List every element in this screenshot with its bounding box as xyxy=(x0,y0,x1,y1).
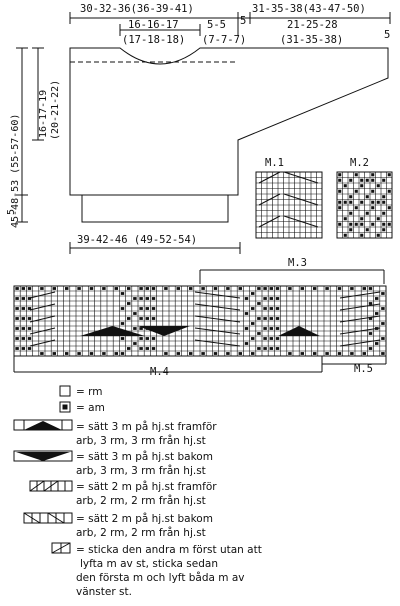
chart-m1-label: M.1 xyxy=(265,157,284,169)
chart-m4-label: M.4 xyxy=(150,366,169,378)
legend-tw-4: vänster st. xyxy=(76,586,132,598)
chart-large: M.3 M.4 M.5 xyxy=(13,257,387,378)
top-dimension-bar: 30-32-36(36-39-41) 5 31-35-38(43-47-50) … xyxy=(69,3,391,41)
rib-label: 5 xyxy=(6,209,17,215)
cable-2-front-icon xyxy=(29,480,73,492)
legend-c3f-1: = sätt 3 m på hj.st framför xyxy=(76,420,217,433)
legend-c2f-2: arb, 2 rm, 2 rm från hj.st xyxy=(76,494,206,507)
legend-am: = am xyxy=(76,402,105,414)
armhole-depth-label-2: (20-21-22) xyxy=(50,80,61,140)
legend-tw-3: den första m och lyft båda m av xyxy=(76,571,245,584)
twist-stitch-icon xyxy=(51,542,71,554)
chart-m3-label: M.3 xyxy=(288,257,307,269)
neck-width-label-2: (17-18-18) xyxy=(122,34,185,46)
chart-m1-grid xyxy=(255,171,323,239)
legend-c2b-2: arb, 2 rm, 2 rm från hj.st xyxy=(76,526,206,539)
shoulder-label-1: 5-5 xyxy=(207,19,226,31)
total-length-label: 45-48-53 (55-57-60) xyxy=(10,114,21,228)
armhole-depth-label-1: 16-17-19 xyxy=(38,90,49,138)
chart-m2: M.2 xyxy=(336,157,393,239)
cable-2-back-icon xyxy=(23,512,73,524)
knit-symbol-icon xyxy=(59,385,71,397)
shoulder-label-2: (7-7-7) xyxy=(202,34,246,46)
cable-3-front-icon xyxy=(13,419,73,431)
chart-m1: M.1 xyxy=(255,157,323,239)
legend: = rm = am = sätt 3 m på hj.st framför ar… xyxy=(13,385,262,598)
neck-width-label-1: 16-16-17 xyxy=(128,19,179,31)
sleeve-top-label-1: 21-25-28 xyxy=(287,19,338,31)
garment-outline xyxy=(69,47,389,223)
side-dimension-bar: 45-48-53 (55-57-60) 16-17-19 (20-21-22) … xyxy=(6,47,61,228)
legend-c3f-2: arb, 3 rm, 3 rm från hj.st xyxy=(76,434,206,447)
bottom-width-label: 39-42-46 (49-52-54) xyxy=(77,234,197,246)
legend-c2b-1: = sätt 2 m på hj.st bakom xyxy=(76,512,213,525)
legend-tw-2: lyfta m av st, sticka sedan xyxy=(80,558,218,570)
legend-rm: = rm xyxy=(76,386,103,398)
legend-c3b-1: = sätt 3 m på hj.st bakom xyxy=(76,450,213,463)
legend-tw-1: = sticka den andra m först utan att xyxy=(76,544,262,556)
neck-dimension-bar: 16-16-17 (17-18-18) 5-5 (7-7-7) 21-25-28… xyxy=(119,19,343,46)
chart-m5-label: M.5 xyxy=(354,363,373,375)
sleeve-top-label-2: (31-35-38) xyxy=(280,34,343,46)
chart-large-grid xyxy=(13,285,387,357)
shoulder-edge-label: 5 xyxy=(240,15,246,27)
bottom-dimension-bar: 39-42-46 (49-52-54) xyxy=(69,234,241,254)
chart-m2-label: M.2 xyxy=(350,157,369,169)
cable-3-back-icon xyxy=(13,450,73,462)
sleeve-length-label: 31-35-38(43-47-50) xyxy=(252,3,366,15)
legend-c2f-1: = sätt 2 m på hj.st framför xyxy=(76,480,217,493)
chart-m2-grid xyxy=(336,171,393,239)
sleeve-end-label: 5 xyxy=(384,29,390,41)
garment-schematic xyxy=(69,47,389,223)
legend-c3b-2: arb, 3 rm, 3 rm från hj.st xyxy=(76,464,206,477)
body-half-width-label: 30-32-36(36-39-41) xyxy=(80,3,194,15)
